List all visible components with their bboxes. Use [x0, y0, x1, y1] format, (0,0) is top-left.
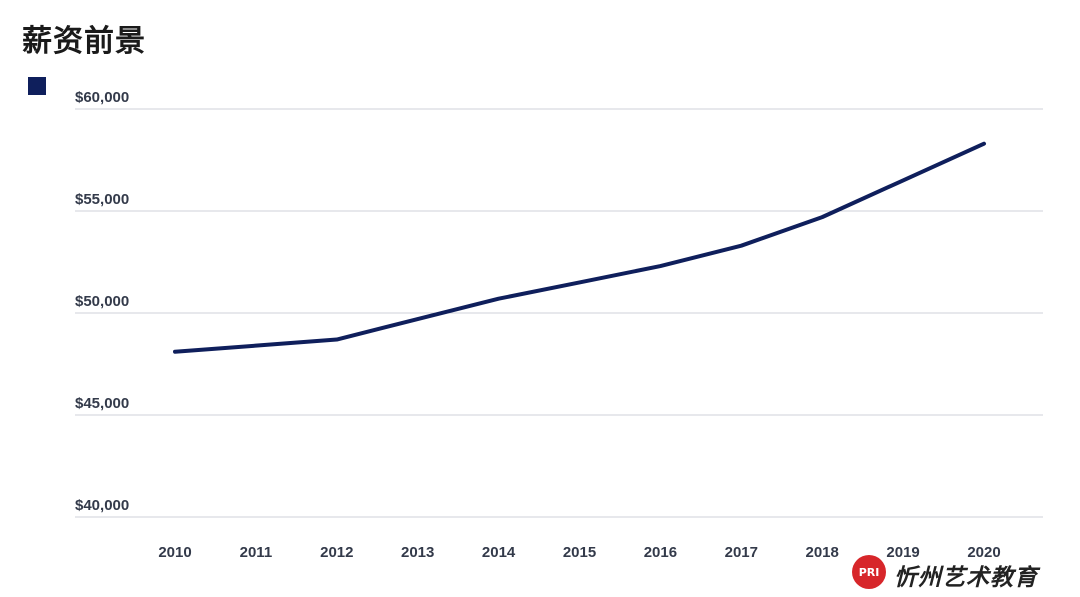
legend-swatch [28, 77, 46, 95]
y-tick-label: $40,000 [75, 497, 129, 514]
y-tick-label: $55,000 [75, 191, 129, 208]
x-tick-label: 2020 [967, 544, 1000, 561]
x-tick-label: 2019 [886, 544, 919, 561]
y-axis-ticks: $40,000 $45,000 $50,000 $55,000 $60,000 [75, 89, 129, 514]
y-tick-label: $50,000 [75, 293, 129, 310]
x-tick-label: 2011 [240, 544, 273, 561]
x-tick-label: 2015 [563, 544, 596, 561]
x-tick-label: 2010 [158, 544, 191, 561]
x-tick-label: 2016 [644, 544, 677, 561]
x-tick-label: 2012 [320, 544, 353, 561]
series-line [173, 141, 986, 354]
x-tick-label: 2013 [401, 544, 434, 561]
x-axis-ticks: 2010 2011 2012 2013 2014 2015 2016 2017 2018 2019… [158, 544, 1000, 561]
x-tick-label: 2014 [482, 544, 516, 561]
watermark-text: 忻州艺术教育 [894, 564, 1038, 591]
x-tick-label: 2017 [725, 544, 758, 561]
watermark: PRI 忻州艺术教育 [852, 553, 1052, 591]
chart-title: 薪资前景 [22, 24, 146, 59]
series-group [173, 141, 986, 354]
gridlines [75, 108, 1043, 518]
y-tick-label: $60,000 [75, 89, 129, 106]
watermark-logo-icon: PRI [852, 555, 886, 589]
x-tick-label: 2018 [806, 544, 839, 561]
y-tick-label: $45,000 [75, 395, 129, 412]
